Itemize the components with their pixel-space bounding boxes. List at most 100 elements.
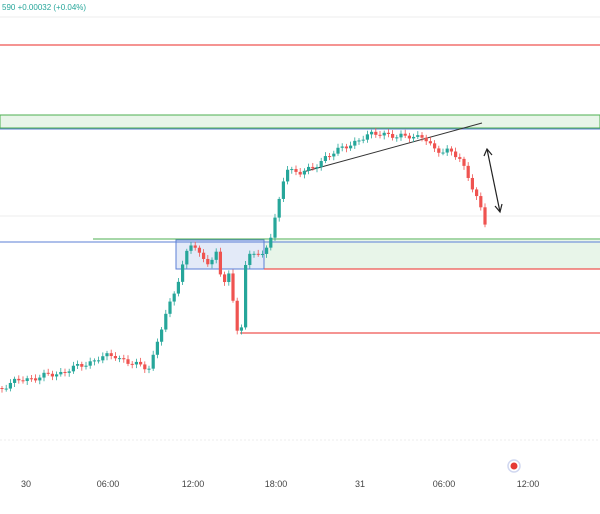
candle-body — [319, 161, 323, 168]
candle-body — [357, 140, 361, 142]
candle-body — [428, 141, 432, 144]
candle-body — [8, 382, 12, 389]
candle-body — [126, 359, 130, 364]
candle-body — [164, 313, 168, 330]
annotations — [0, 44, 600, 334]
supply-zone-upper[interactable] — [0, 114, 600, 129]
candle-body — [206, 258, 210, 265]
candle-body — [189, 245, 193, 251]
candle-body — [181, 264, 185, 282]
candle-body — [50, 373, 54, 377]
candle-body — [294, 169, 298, 172]
candle-body — [118, 358, 122, 360]
candle-body — [239, 327, 243, 331]
candle-body — [437, 148, 441, 153]
candle-body — [260, 253, 264, 255]
candle-body — [113, 356, 117, 359]
candle-body — [202, 252, 206, 259]
candle-body — [412, 136, 416, 139]
candle-body — [336, 147, 340, 154]
candle-body — [382, 132, 386, 136]
candle-body — [46, 372, 50, 374]
candle-body — [399, 133, 403, 138]
candle-body — [151, 354, 155, 369]
candle-body — [370, 131, 374, 135]
candle-body — [323, 156, 327, 162]
candle-body — [223, 274, 227, 283]
candle-body — [67, 371, 71, 373]
candle-body — [197, 247, 201, 253]
candle-body — [298, 171, 302, 175]
candle-body — [475, 189, 479, 197]
candle-body — [281, 181, 285, 199]
candle-body — [466, 165, 470, 178]
candle-body — [433, 143, 437, 149]
candle-body — [155, 341, 159, 355]
candle-body — [445, 148, 449, 153]
candle-body — [340, 146, 344, 148]
candle-body — [462, 158, 466, 166]
candle-body — [332, 153, 336, 157]
candle-body — [416, 135, 420, 137]
candle-body — [265, 247, 269, 254]
x-tick-label: 06:00 — [97, 479, 120, 489]
candle-body — [172, 293, 176, 302]
x-tick-label: 30 — [21, 479, 31, 489]
measure-arrow[interactable] — [483, 147, 503, 214]
candle-body — [424, 137, 428, 142]
candle-body — [277, 198, 281, 218]
candle-body — [391, 133, 395, 138]
candle-body — [92, 360, 96, 362]
x-tick-label: 31 — [355, 479, 365, 489]
candle-body — [302, 170, 306, 175]
candle-body — [210, 259, 214, 265]
candle-body — [29, 378, 33, 380]
candle-body — [105, 353, 109, 357]
candle-body — [25, 378, 29, 382]
x-tick-label: 12:00 — [182, 479, 205, 489]
x-tick-label: 18:00 — [265, 479, 288, 489]
candle-body — [4, 388, 8, 390]
candle-body — [214, 251, 218, 260]
candle-body — [353, 140, 357, 146]
candle-body — [193, 245, 197, 248]
candle-body — [13, 378, 17, 383]
candle-body — [97, 360, 101, 362]
candle-body — [386, 132, 390, 134]
time-marker-icon[interactable] — [507, 459, 521, 473]
trendline[interactable] — [302, 122, 483, 173]
x-tick-label: 06:00 — [433, 479, 456, 489]
candle-body — [395, 137, 399, 139]
candle-body — [63, 371, 67, 373]
candle-body — [361, 139, 365, 141]
candle-body — [344, 146, 348, 149]
candle-body — [470, 177, 474, 190]
x-axis: 30 06:00 12:00 18:00 31 06:00 12:00 — [21, 479, 539, 489]
candle-body — [403, 133, 407, 136]
candle-body — [185, 250, 189, 265]
candle-body — [273, 217, 277, 238]
candle-body — [134, 361, 138, 365]
candle-body — [256, 253, 260, 255]
candle-body — [311, 166, 315, 169]
candle-body — [483, 207, 487, 225]
candle-body — [34, 378, 38, 381]
candle-body — [101, 356, 105, 361]
candle-body — [147, 368, 151, 370]
candle-body — [168, 301, 172, 314]
candle-body — [88, 361, 92, 366]
candle-body — [17, 378, 21, 381]
candle-body — [365, 134, 369, 140]
candle-body — [38, 377, 42, 381]
candle-body — [286, 169, 290, 182]
candle-body — [109, 353, 113, 357]
candle-body — [231, 273, 235, 301]
candle-body — [307, 166, 311, 171]
candle-body — [449, 148, 453, 152]
candle-body — [21, 380, 25, 382]
candle-body — [378, 134, 382, 136]
x-tick-label: 12:00 — [517, 479, 540, 489]
candle-body — [349, 145, 353, 149]
candle-body — [315, 167, 319, 169]
